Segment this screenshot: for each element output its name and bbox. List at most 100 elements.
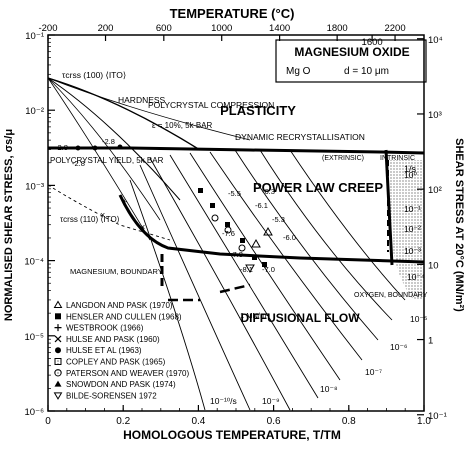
y-axis-left-label: NORMALISED SHEAR STRESS, σs/μ — [3, 129, 15, 321]
strain-rate-label: 10⁻⁶ — [390, 342, 407, 352]
crss-curve-4 — [47, 77, 251, 141]
y-axis-right-label: SHEAR STRESS AT 20°C (MN/m²) — [453, 138, 465, 312]
y-right-tick-label: 10⁻¹ — [428, 411, 447, 422]
point-value-label: -2.8 — [55, 143, 68, 152]
recrystallisation-region — [386, 160, 424, 300]
x-axis-bottom-label: HOMOLOGOUS TEMPERATURE, T/TM — [123, 428, 341, 442]
hardness-curve — [47, 77, 201, 151]
field-label: DYNAMIC RECRYSTALLISATION — [235, 132, 365, 142]
point-value-label: -8.1 — [240, 265, 253, 274]
strain-rate-label: 10⁻⁷ — [365, 367, 382, 377]
x-bottom-tick-label: 1.0 — [417, 416, 431, 427]
y-left-tick-label: 10⁻² — [25, 106, 44, 117]
legend-symbol — [55, 313, 61, 320]
field-label: POWER LAW CREEP — [253, 180, 383, 195]
x-top-tick-label: 200 — [98, 23, 114, 34]
data-point — [224, 226, 232, 234]
legend-label: HENSLER AND CULLEN (1968) — [66, 312, 182, 321]
data-point — [252, 255, 257, 260]
data-point — [225, 222, 230, 227]
y-right-tick-label: 10⁴ — [428, 35, 443, 46]
field-label: DIFFUSIONAL FLOW — [240, 311, 360, 325]
chart-annotation: HARDNESS — [118, 95, 166, 105]
x-top-tick-label: 600 — [156, 23, 172, 34]
y-left-tick-label: 10⁻⁶ — [25, 407, 45, 418]
data-point — [245, 264, 255, 274]
material-box — [275, 39, 427, 83]
legend-label: HULSE ET AL (1963) — [66, 346, 142, 355]
chart-annotation: POLYCRYSTAL YIELD, 5k BAR — [50, 156, 164, 165]
chart-annotation: τcrss (110) ⟨ITO⟩ — [60, 215, 120, 224]
strain-rate-label: 10⁻⁵ — [410, 314, 427, 324]
field-label: PLASTICITY — [220, 103, 296, 118]
strain-rate-contours — [129, 149, 406, 411]
point-value-label: -6.0 — [283, 233, 296, 242]
plasticity-boundary — [48, 146, 425, 155]
y-left-tick-label: 10⁻³ — [25, 181, 44, 192]
y-left-tick-label: 10⁻⁵ — [24, 332, 44, 343]
legend-label: SNOWDON AND PASK (1974) — [66, 380, 176, 389]
x-bottom-tick-label: 0 — [45, 416, 51, 427]
strain-rate-label: 10⁻⁸ — [320, 384, 338, 394]
data-point — [211, 214, 219, 222]
y-right-tick-label: 1 — [428, 336, 433, 347]
x-top-tick-label: 1600 — [362, 37, 383, 48]
y-right-tick-label: 10³ — [428, 110, 442, 121]
chart-annotation: τcrss (100) ⟨ITO⟩ — [62, 70, 126, 80]
chart-annotation: MAGNESIUM, BOUNDARY — [70, 267, 163, 276]
strain-rate-label: 10⁻⁴ — [407, 272, 425, 282]
y-right-tick-label: 10 — [428, 260, 439, 271]
x-bottom-tick-label: 0.8 — [342, 416, 356, 427]
legend-symbol — [54, 324, 62, 332]
point-value-label: -5.3 — [272, 215, 285, 224]
x-bottom-tick-label: 0.2 — [116, 416, 130, 427]
point-value-label: -7.8 — [230, 250, 243, 259]
strain-rate-label: 10⁻¹ — [404, 204, 421, 214]
legend-label: WESTBROOK (1966) — [66, 324, 144, 333]
legend-symbol — [53, 300, 63, 308]
legend-symbol — [55, 347, 61, 354]
point-value-label: -6.3 — [262, 187, 275, 196]
legend: LANGDON AND PASK (1970) HENSLER AND CULLE… — [53, 300, 189, 400]
strain-rate-label: 10⁻⁹ — [262, 396, 280, 406]
data-points: + × × — [75, 144, 273, 274]
legend-symbol — [53, 392, 63, 400]
data-point — [238, 244, 246, 252]
point-value-label: -2.8 — [102, 137, 115, 146]
axis-ticks: 0 0.2 0.4 0.6 0.8 1.0 -200 200 600 1000 1400 1800 22… — [24, 23, 446, 427]
point-value-label: -7.6 — [222, 229, 235, 238]
data-point — [262, 262, 267, 267]
legend-label: LANGDON AND PASK (1970) — [66, 301, 173, 310]
x-bottom-tick-label: 0.4 — [191, 416, 205, 427]
chart-annotation: (EXTRINSIC) — [322, 155, 364, 162]
chart-annotation: ε = 10%, 5k BAR — [152, 121, 212, 130]
diffusional-boundary — [384, 149, 394, 266]
chart-annotation: POLYCRYSTAL COMPRESSION — [148, 100, 274, 110]
data-point — [198, 188, 203, 193]
strain-rate-label: 10⁻³ — [404, 246, 421, 256]
x-axis-top-label: TEMPERATURE (°C) — [170, 6, 295, 21]
data-point — [210, 203, 215, 208]
x-top-tick-label: 1000 — [211, 23, 232, 34]
strain-rate-label: 10⁰ — [404, 170, 417, 180]
chart-annotation: 1 MN/m² — [240, 311, 269, 320]
x-top-tick-label: 1800 — [327, 23, 348, 34]
data-point — [251, 238, 261, 248]
data-point: × — [100, 210, 105, 220]
y-left-tick-label: 10⁻¹ — [25, 31, 44, 42]
chart-annotation: OXYGEN, BOUNDARY — [354, 292, 428, 299]
data-point — [117, 144, 123, 150]
point-value-label: -7.0 — [262, 265, 275, 274]
legend-symbol — [54, 380, 62, 387]
legend-symbol — [54, 358, 62, 365]
legend-label: HULSE AND PASK (1960) — [66, 335, 160, 344]
crss-110-curve — [47, 184, 171, 241]
legend-symbol — [54, 335, 62, 343]
legend-label: PATERSON AND WEAVER (1970) — [66, 369, 189, 378]
point-value-label: -5.5 — [228, 189, 241, 198]
point-value-label: -2.8 — [72, 159, 85, 168]
data-point — [263, 226, 273, 236]
x-top-tick-label: 2200 — [384, 23, 405, 34]
grain-size-label: d = 10 μm — [344, 66, 389, 77]
